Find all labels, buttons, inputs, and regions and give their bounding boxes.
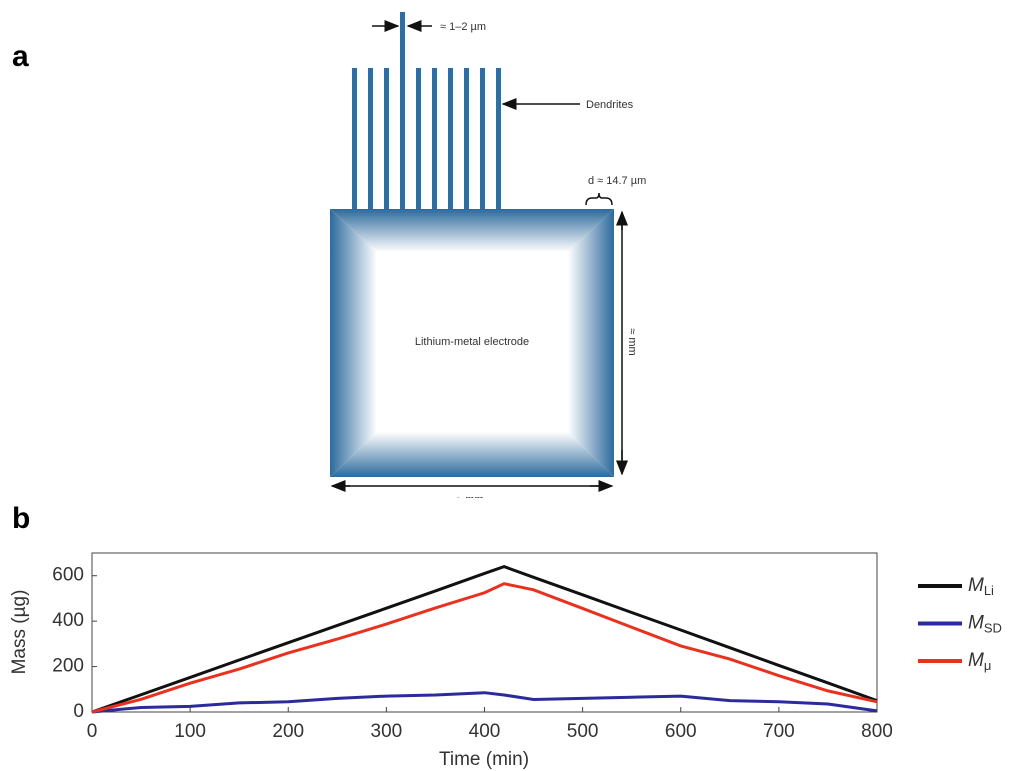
y-tick-label: 0 xyxy=(73,701,84,722)
legend-name: M xyxy=(968,613,984,634)
panel-label: b xyxy=(12,502,30,535)
x-tick-label: 400 xyxy=(469,721,501,742)
panel-label: a xyxy=(12,40,29,73)
dendrites xyxy=(352,12,501,210)
plot-frame xyxy=(91,552,878,713)
x-axis-label: Time (min) xyxy=(439,749,529,770)
legend-subscript: μ xyxy=(984,658,992,673)
x-tick-label: 300 xyxy=(371,721,403,742)
legend-entry: Mμ xyxy=(968,650,991,673)
y-tick-label: 400 xyxy=(52,610,84,631)
legend-name: M xyxy=(968,575,984,596)
height-label: ≈ mm xyxy=(626,328,638,355)
series-line xyxy=(91,582,878,714)
electrode-diagram: ≈ 1–2 µm Dendrites d ≈ 14.7 µm Lithium-m… xyxy=(330,12,646,506)
x-tick-label: 700 xyxy=(763,721,795,742)
x-tick-label: 200 xyxy=(272,721,304,742)
x-tick-label: 800 xyxy=(861,721,893,742)
annotation-arrows xyxy=(330,20,628,492)
electrode xyxy=(330,209,614,477)
dendrites-label: Dendrites xyxy=(586,99,634,111)
y-tick-label: 200 xyxy=(52,656,84,677)
electrode-label: Lithium-metal electrode xyxy=(415,336,529,348)
width-label: ≈ 1–2 µm xyxy=(440,21,486,33)
legend-subscript: Li xyxy=(984,583,994,598)
y-axis-label: Mass (µg) xyxy=(9,590,30,675)
legend-subscript: SD xyxy=(984,621,1002,636)
y-tick-label: 600 xyxy=(52,565,84,586)
x-tick-label: 100 xyxy=(174,721,206,742)
x-tick-label: 600 xyxy=(665,721,697,742)
legend-entry: MLi xyxy=(968,575,994,598)
length-label: ≈ mm xyxy=(456,494,483,506)
x-tick-label: 0 xyxy=(87,721,98,742)
series-line xyxy=(91,565,878,714)
legend-entry: MSD xyxy=(968,613,1002,636)
legend-name: M xyxy=(968,650,984,671)
thickness-label: d ≈ 14.7 µm xyxy=(588,175,646,187)
series-line xyxy=(91,691,878,714)
x-tick-label: 500 xyxy=(567,721,599,742)
